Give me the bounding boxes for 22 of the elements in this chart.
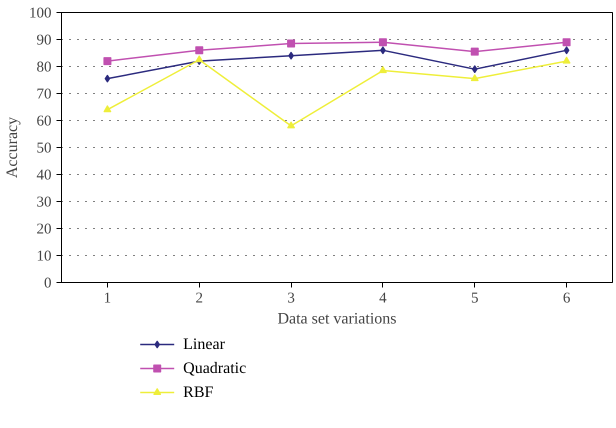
x-tick-label: 3 (287, 290, 295, 306)
y-tick-label: 0 (44, 276, 52, 292)
x-tick-label: 1 (104, 290, 112, 306)
y-tick-label: 10 (36, 248, 52, 264)
y-tick-label: 30 (36, 194, 52, 210)
y-tick-label: 50 (36, 140, 52, 156)
x-axis-title: Data set variations (277, 310, 397, 328)
legend-label: RBF (183, 384, 214, 401)
x-tick-label: 2 (196, 290, 203, 306)
y-tick-label: 40 (36, 168, 52, 184)
legend-label: Quadratic (183, 360, 246, 377)
y-tick-label: 90 (36, 32, 52, 48)
y-tick-label: 70 (36, 86, 52, 102)
legend-label: Linear (183, 336, 226, 353)
x-tick-label: 6 (562, 290, 571, 306)
x-tick-label: 5 (471, 290, 478, 306)
y-tick-label: 20 (36, 222, 52, 238)
y-tick-label: 80 (36, 60, 52, 76)
y-axis-title: Accuracy (4, 116, 21, 178)
y-tick-label: 100 (29, 6, 52, 22)
y-tick-label: 60 (36, 114, 52, 130)
x-tick-label: 4 (379, 290, 388, 306)
